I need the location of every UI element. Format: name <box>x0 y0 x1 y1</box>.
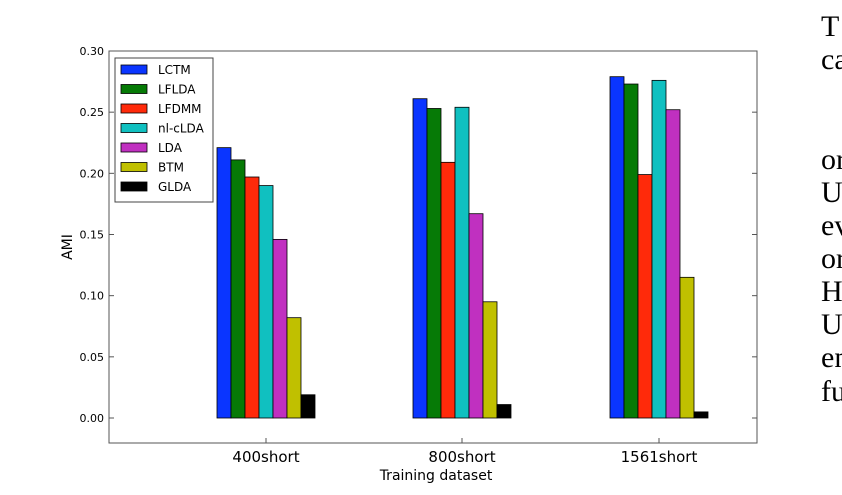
bar-glda-1561short <box>693 411 709 419</box>
legend-swatch <box>120 142 148 153</box>
y-tick-label: 0.00 <box>80 412 105 425</box>
x-tick-label: 800short <box>428 448 495 466</box>
bar-btm-1561short <box>679 276 695 419</box>
bar-lda-400short <box>272 238 288 419</box>
bar-lda-1561short <box>665 109 681 419</box>
y-tick-label: 0.25 <box>80 106 105 119</box>
x-tick-label: 400short <box>232 448 299 466</box>
legend-label: LFLDA <box>158 83 196 97</box>
bar-lctm-400short <box>216 147 232 419</box>
bar-btm-400short <box>286 317 302 419</box>
y-tick-label: 0.30 <box>80 45 105 58</box>
bar-nl-clda-1561short <box>651 79 667 419</box>
side-text-line: or <box>821 242 842 275</box>
bar-lctm-800short <box>412 98 428 419</box>
bar-lda-800short <box>468 213 484 419</box>
bars <box>216 76 709 419</box>
legend-swatch <box>120 181 148 192</box>
side-text-line: en <box>821 341 842 374</box>
legend-label: nl-cLDA <box>158 122 205 136</box>
legend-swatch <box>120 162 148 172</box>
legend-swatch <box>120 64 148 75</box>
bar-lflda-400short <box>230 159 246 419</box>
bar-lflda-1561short <box>623 83 639 419</box>
bar-btm-800short <box>482 301 498 419</box>
bar-lfdmm-1561short <box>637 174 653 419</box>
bar-lfdmm-800short <box>440 161 456 419</box>
y-axis: 0.00 0.05 0.10 0.15 0.20 0.25 0.30 <box>80 45 757 425</box>
y-tick-label: 0.20 <box>80 167 105 180</box>
side-text-line: fu <box>821 375 842 408</box>
side-text-line: ev <box>821 209 842 242</box>
side-text-line: ca <box>821 43 842 76</box>
bar-lctm-1561short <box>609 76 625 419</box>
y-axis-label: AMI <box>60 234 76 260</box>
bar-nl-clda-800short <box>454 106 470 419</box>
x-tick-label: 1561short <box>621 448 698 466</box>
x-axis-label: Training dataset <box>379 468 493 484</box>
x-axis: 400short 800short 1561short <box>232 438 697 466</box>
side-text-line: T <box>821 10 840 43</box>
y-tick-label: 0.05 <box>80 351 105 364</box>
legend-swatch <box>120 103 148 114</box>
bar-lflda-800short <box>426 108 442 419</box>
legend-label: BTM <box>158 161 184 175</box>
legend-label: LFDMM <box>158 102 202 116</box>
legend: LCTM LFLDA LFDMM nl-cLDA LDA BTM GLDA <box>114 57 214 203</box>
y-tick-label: 0.15 <box>80 229 105 242</box>
y-tick-label: 0.10 <box>80 290 105 303</box>
side-text-line: H <box>821 275 842 308</box>
legend-label: LCTM <box>158 63 191 77</box>
legend-label: GLDA <box>158 180 192 194</box>
side-text-line: U <box>821 176 842 209</box>
side-text-line: U <box>821 308 842 341</box>
bar-glda-400short <box>300 394 316 419</box>
side-text-line: or <box>821 143 842 176</box>
legend-swatch <box>120 84 148 94</box>
legend-label: LDA <box>158 141 183 155</box>
bar-glda-800short <box>496 404 512 419</box>
bar-lfdmm-400short <box>244 176 260 419</box>
bar-nl-clda-400short <box>258 185 274 419</box>
legend-swatch <box>120 123 148 133</box>
